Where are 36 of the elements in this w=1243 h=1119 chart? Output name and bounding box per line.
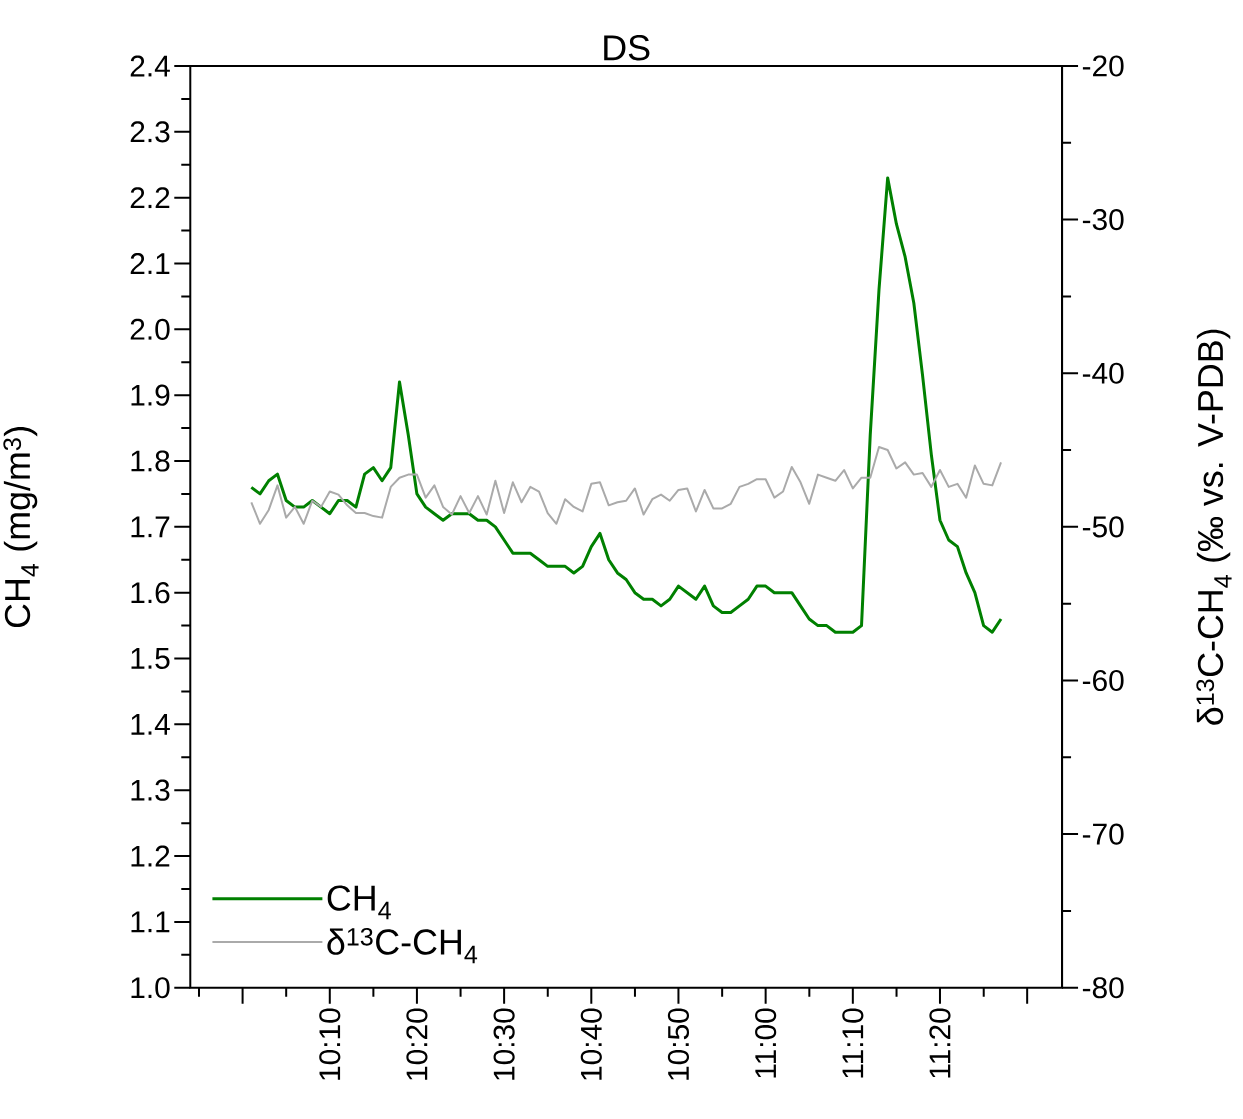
y2-tick-label: -60: [1082, 670, 1124, 692]
line-series: [250, 446, 1003, 525]
y-tick-label: 1.1: [131, 911, 170, 933]
x-tick-label: 11:10: [842, 1008, 864, 1078]
y-axis-title: CH$_{4}$ (mg/m$^{3}$): [3, 427, 39, 628]
y-tick-label: 2.4: [130, 55, 170, 77]
y2-tick-label: -70: [1082, 823, 1124, 845]
legend-label: δ$^{13}$C-CH$_{4}$: [327, 928, 478, 964]
x-tick-label: 10:40: [580, 1008, 602, 1080]
y2-axis-title: δ$^{13}$C-CH$_{4}$ (‰ vs. V-PDB): [1196, 329, 1232, 725]
y-tick-label: 2.0: [130, 318, 170, 341]
y-tick-label: 2.2: [130, 187, 170, 209]
legend-label: CH$_{4}$: [327, 885, 391, 920]
y-tick-label: 1.9: [131, 384, 170, 406]
y-tick-label: 2.3: [130, 121, 170, 143]
x-tick-label: 10:10: [319, 1008, 341, 1080]
x-tick-label: 10:20: [406, 1008, 428, 1080]
y-tick-label: 1.4: [131, 714, 170, 735]
chart-title: DS: [604, 35, 650, 61]
y-tick-label: 1.3: [131, 779, 170, 801]
y-tick-label: 1.2: [131, 845, 170, 867]
y2-tick-label: -40: [1082, 362, 1124, 384]
y2-tick-label: -50: [1082, 516, 1124, 538]
y2-tick-label: -30: [1082, 209, 1124, 231]
x-tick-label: 10:50: [667, 1008, 690, 1080]
y-tick-label: 1.5: [131, 648, 170, 670]
x-tick-label: 11:00: [755, 1008, 777, 1078]
y-tick-label: 1.6: [131, 582, 170, 604]
y2-tick-label: -80: [1082, 977, 1124, 999]
y-tick-label: 1.0: [131, 977, 170, 999]
y-tick-label: 1.8: [131, 450, 170, 472]
x-tick-label: 11:20: [929, 1008, 951, 1078]
y2-tick-label: -20: [1082, 55, 1124, 77]
x-tick-label: 10:30: [493, 1008, 515, 1080]
y-tick-label: 2.1: [130, 253, 170, 275]
y-tick-label: 1.7: [131, 516, 170, 538]
